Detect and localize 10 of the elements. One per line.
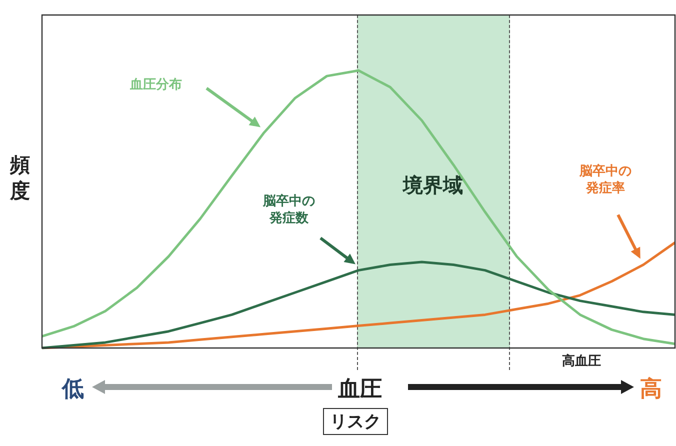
y-axis-title: 頻度 (9, 152, 30, 203)
annotation: 境界域 (403, 172, 463, 199)
text: 血圧分布 (128, 77, 182, 92)
text: 脳卒中の発症数 (262, 192, 315, 226)
text: 低 (62, 376, 84, 404)
text: 脳卒中の発症率 (578, 162, 632, 196)
text: 高血圧 (562, 352, 601, 370)
text: 高 (640, 376, 662, 404)
text: リスク (323, 408, 388, 435)
x-axis-title: 血圧 (338, 376, 382, 404)
